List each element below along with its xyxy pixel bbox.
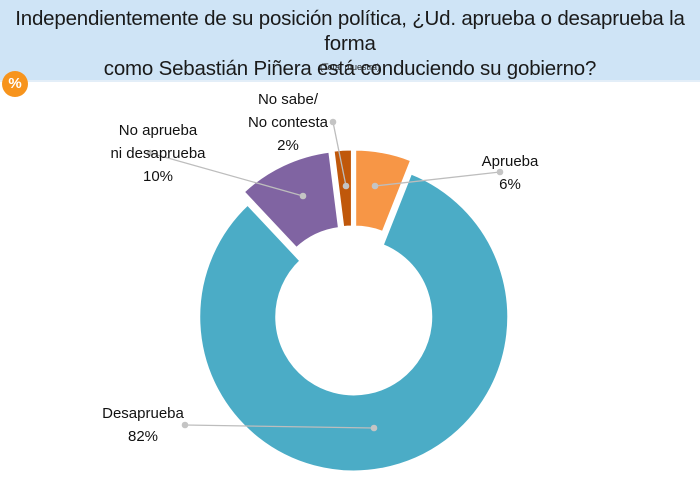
label-no-aprueba-line1: No aprueba [118, 122, 198, 139]
leader-line-2 [149, 152, 304, 197]
header-band: Independientemente de su posición políti… [0, 0, 700, 82]
label-desaprueba-value: 82% [127, 428, 159, 445]
title-line-1: Independientemente de su posición políti… [15, 7, 685, 55]
leader-dot-1-0 [181, 421, 189, 429]
label-no-aprueba: No aprueba ni desaprueba 10% [98, 119, 218, 188]
slice-aprueba [353, 147, 414, 235]
label-desaprueba: Desaprueba 82% [88, 402, 198, 448]
label-aprueba: Aprueba 6% [470, 150, 550, 196]
slice-desaprueba [197, 170, 511, 474]
leader-dot-2-0 [146, 149, 154, 157]
slice-no-sabe-no-contesta [331, 147, 354, 230]
leader-lines [146, 118, 504, 432]
label-no-sabe: No sabe/ No contesta 2% [238, 88, 338, 157]
leader-dot-3-1 [342, 182, 350, 190]
slice-no-aprueba-ni-desaprueba [240, 149, 342, 251]
label-no-sabe-value: 2% [277, 137, 299, 154]
title-line-2: como Sebastián Piñera está conduciendo s… [103, 57, 597, 80]
label-no-aprueba-line2: ni desaprueba [110, 145, 206, 162]
leader-line-1 [184, 424, 375, 429]
leader-dot-0-0 [496, 168, 504, 176]
label-no-sabe-line2: No contesta [247, 114, 329, 131]
leader-dot-0-1 [371, 182, 379, 190]
donut-slices [197, 147, 511, 474]
percent-badge-icon: % [2, 71, 28, 97]
chart-title: Independientemente de su posición políti… [0, 6, 700, 81]
leader-line-3 [332, 121, 347, 187]
label-aprueba-value: 6% [499, 176, 521, 193]
chart-subtitle: (Total muestra) [319, 62, 381, 72]
leader-dot-1-1 [370, 424, 378, 432]
label-no-sabe-line1: No sabe/ [257, 91, 319, 108]
leader-dot-2-1 [299, 192, 307, 200]
leader-line-0 [374, 171, 501, 187]
label-no-aprueba-value: 10% [142, 168, 174, 185]
leader-dot-3-0 [329, 118, 337, 126]
label-desaprueba-name: Desaprueba [102, 405, 184, 422]
label-aprueba-name: Aprueba [481, 153, 539, 170]
